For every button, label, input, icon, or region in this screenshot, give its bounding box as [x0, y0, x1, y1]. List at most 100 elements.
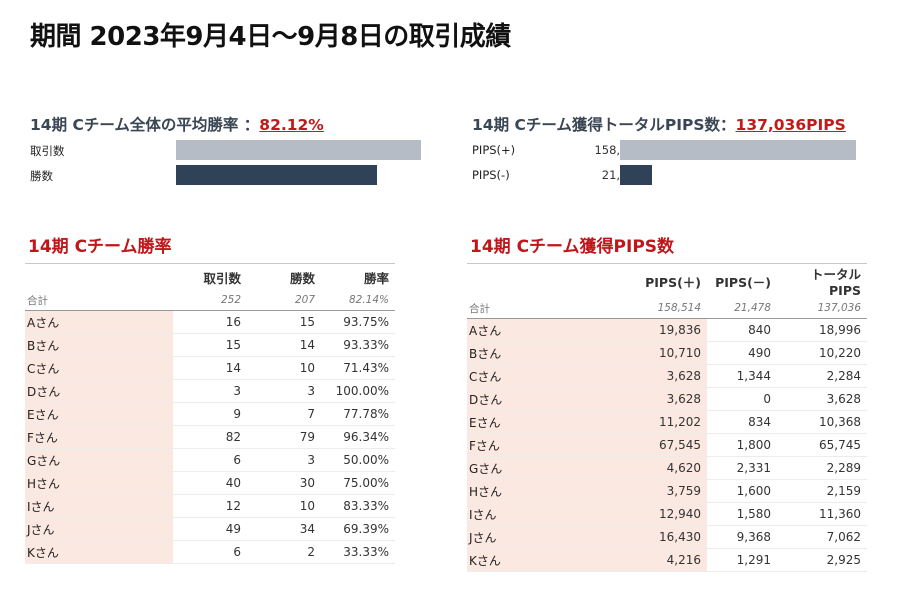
column-header: 勝率: [321, 263, 395, 290]
column-header: トータルPIPS: [777, 263, 867, 298]
table-row: Aさん 16 15 93.75%: [25, 310, 395, 334]
table-cell: 10,220: [777, 341, 867, 365]
member-name-cell: Aさん: [25, 310, 173, 334]
table-cell: 7: [247, 402, 321, 426]
table-cell: 3,628: [629, 387, 707, 411]
winrate-summary-heading: 14期 Cチーム全体の平均勝率 ：82.12%: [30, 113, 324, 135]
bar-label: PIPS(+): [472, 143, 516, 157]
total-pips-value: 137,036PIPS: [735, 116, 846, 134]
wins-bar-row: 勝数 207: [30, 165, 392, 185]
column-header: [467, 263, 629, 298]
table-cell: 16,430: [629, 525, 707, 549]
table-cell: 65,745: [777, 433, 867, 457]
table-cell: 19,836: [629, 318, 707, 342]
total-cell: 82.14%: [321, 290, 395, 311]
member-name-cell: Dさん: [25, 379, 173, 403]
member-name-cell: Aさん: [467, 318, 629, 342]
column-header: 取引数: [173, 263, 247, 290]
table-cell: 0: [707, 387, 777, 411]
pips-minus-bar-row: PIPS(-) 21,478: [472, 165, 858, 185]
total-cell: 207: [247, 290, 321, 311]
table-cell: 77.78%: [321, 402, 395, 426]
table-cell: 490: [707, 341, 777, 365]
table-cell: 100.00%: [321, 379, 395, 403]
table-cell: 69.39%: [321, 517, 395, 541]
bar-label: 取引数: [30, 144, 65, 158]
table-cell: 2,284: [777, 364, 867, 388]
table-cell: 2: [247, 540, 321, 564]
table-row: Fさん 67,545 1,800 65,745: [467, 433, 867, 457]
member-name-cell: Fさん: [25, 425, 173, 449]
table-cell: 12: [173, 494, 247, 518]
table-header-row: 取引数 勝数 勝率: [25, 263, 395, 290]
member-name-cell: Gさん: [467, 456, 629, 480]
wins-bar: [176, 165, 378, 185]
table-cell: 3: [247, 448, 321, 472]
winrate-table-title: 14期 Cチーム勝率: [28, 237, 172, 257]
member-name-cell: Kさん: [25, 540, 173, 564]
table-cell: 1,344: [707, 364, 777, 388]
table-cell: 10: [247, 356, 321, 380]
table-cell: 3,628: [777, 387, 867, 411]
table-cell: 15: [173, 333, 247, 357]
table-row: Jさん 49 34 69.39%: [25, 517, 395, 541]
table-cell: 4,216: [629, 548, 707, 572]
member-name-cell: Cさん: [467, 364, 629, 388]
table-row: Dさん 3,628 0 3,628: [467, 387, 867, 411]
table-cell: 34: [247, 517, 321, 541]
table-cell: 11,360: [777, 502, 867, 526]
table-total-row: 合計 158,514 21,478 137,036: [467, 298, 867, 319]
member-name-cell: Eさん: [25, 402, 173, 426]
pips-table: PIPS(＋) PIPS(－) トータルPIPS 合計 158,514 21,4…: [467, 263, 867, 572]
bar-label: PIPS(-): [472, 168, 510, 182]
pips-summary-label: 14期 Cチーム獲得トータルPIPS数：: [472, 116, 736, 134]
table-cell: 71.43%: [321, 356, 395, 380]
table-cell: 18,996: [777, 318, 867, 342]
member-name-cell: Fさん: [467, 433, 629, 457]
winrate-table: 取引数 勝数 勝率 合計 252 207 82.14% Aさん 16 15 93.75…: [25, 263, 395, 564]
table-cell: 82: [173, 425, 247, 449]
total-cell: 158,514: [629, 298, 707, 319]
page-title: 期間 2023年9月4日～9月8日の取引成績: [30, 22, 511, 52]
total-cell: 21,478: [707, 298, 777, 319]
table-cell: 14: [173, 356, 247, 380]
member-name-cell: Gさん: [25, 448, 173, 472]
table-cell: 2,289: [777, 456, 867, 480]
table-cell: 2,925: [777, 548, 867, 572]
table-cell: 40: [173, 471, 247, 495]
table-row: Bさん 10,710 490 10,220: [467, 341, 867, 365]
member-name-cell: Bさん: [25, 333, 173, 357]
table-row: Dさん 3 3 100.00%: [25, 379, 395, 403]
table-cell: 1,600: [707, 479, 777, 503]
table-row: Iさん 12,940 1,580 11,360: [467, 502, 867, 526]
table-cell: 1,580: [707, 502, 777, 526]
member-name-cell: Bさん: [467, 341, 629, 365]
column-header: PIPS(＋): [629, 263, 707, 298]
table-row: Iさん 12 10 83.33%: [25, 494, 395, 518]
pips-plus-bar: [620, 140, 856, 160]
table-row: Hさん 40 30 75.00%: [25, 471, 395, 495]
total-label: 合計: [467, 298, 629, 319]
member-name-cell: Jさん: [467, 525, 629, 549]
table-row: Gさん 4,620 2,331 2,289: [467, 456, 867, 480]
table-row: Fさん 82 79 96.34%: [25, 425, 395, 449]
table-cell: 3,759: [629, 479, 707, 503]
table-row: Bさん 15 14 93.33%: [25, 333, 395, 357]
total-cell: 252: [173, 290, 247, 311]
table-cell: 12,940: [629, 502, 707, 526]
table-cell: 6: [173, 540, 247, 564]
table-cell: 9,368: [707, 525, 777, 549]
member-name-cell: Hさん: [467, 479, 629, 503]
table-cell: 50.00%: [321, 448, 395, 472]
table-row: Hさん 3,759 1,600 2,159: [467, 479, 867, 503]
member-name-cell: Iさん: [467, 502, 629, 526]
avg-winrate-value: 82.12%: [259, 116, 324, 134]
table-row: Kさん 6 2 33.33%: [25, 540, 395, 564]
table-cell: 10: [247, 494, 321, 518]
table-row: Eさん 11,202 834 10,368: [467, 410, 867, 434]
table-cell: 15: [247, 310, 321, 334]
table-cell: 49: [173, 517, 247, 541]
table-cell: 79: [247, 425, 321, 449]
pips-summary-heading: 14期 Cチーム獲得トータルPIPS数：137,036PIPS: [472, 113, 846, 135]
table-cell: 67,545: [629, 433, 707, 457]
